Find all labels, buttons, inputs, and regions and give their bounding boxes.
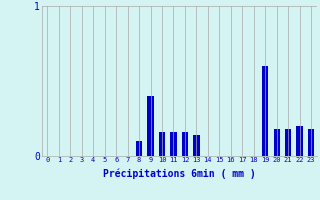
Bar — [262, 66, 268, 156]
Bar — [285, 129, 291, 156]
Bar — [182, 132, 188, 156]
Bar — [148, 96, 154, 156]
X-axis label: Précipitations 6min ( mm ): Précipitations 6min ( mm ) — [103, 169, 256, 179]
Bar — [170, 132, 177, 156]
Bar — [136, 141, 142, 156]
Bar — [296, 126, 303, 156]
Bar — [308, 129, 314, 156]
Bar — [193, 135, 200, 156]
Bar — [159, 132, 165, 156]
Bar — [274, 129, 280, 156]
